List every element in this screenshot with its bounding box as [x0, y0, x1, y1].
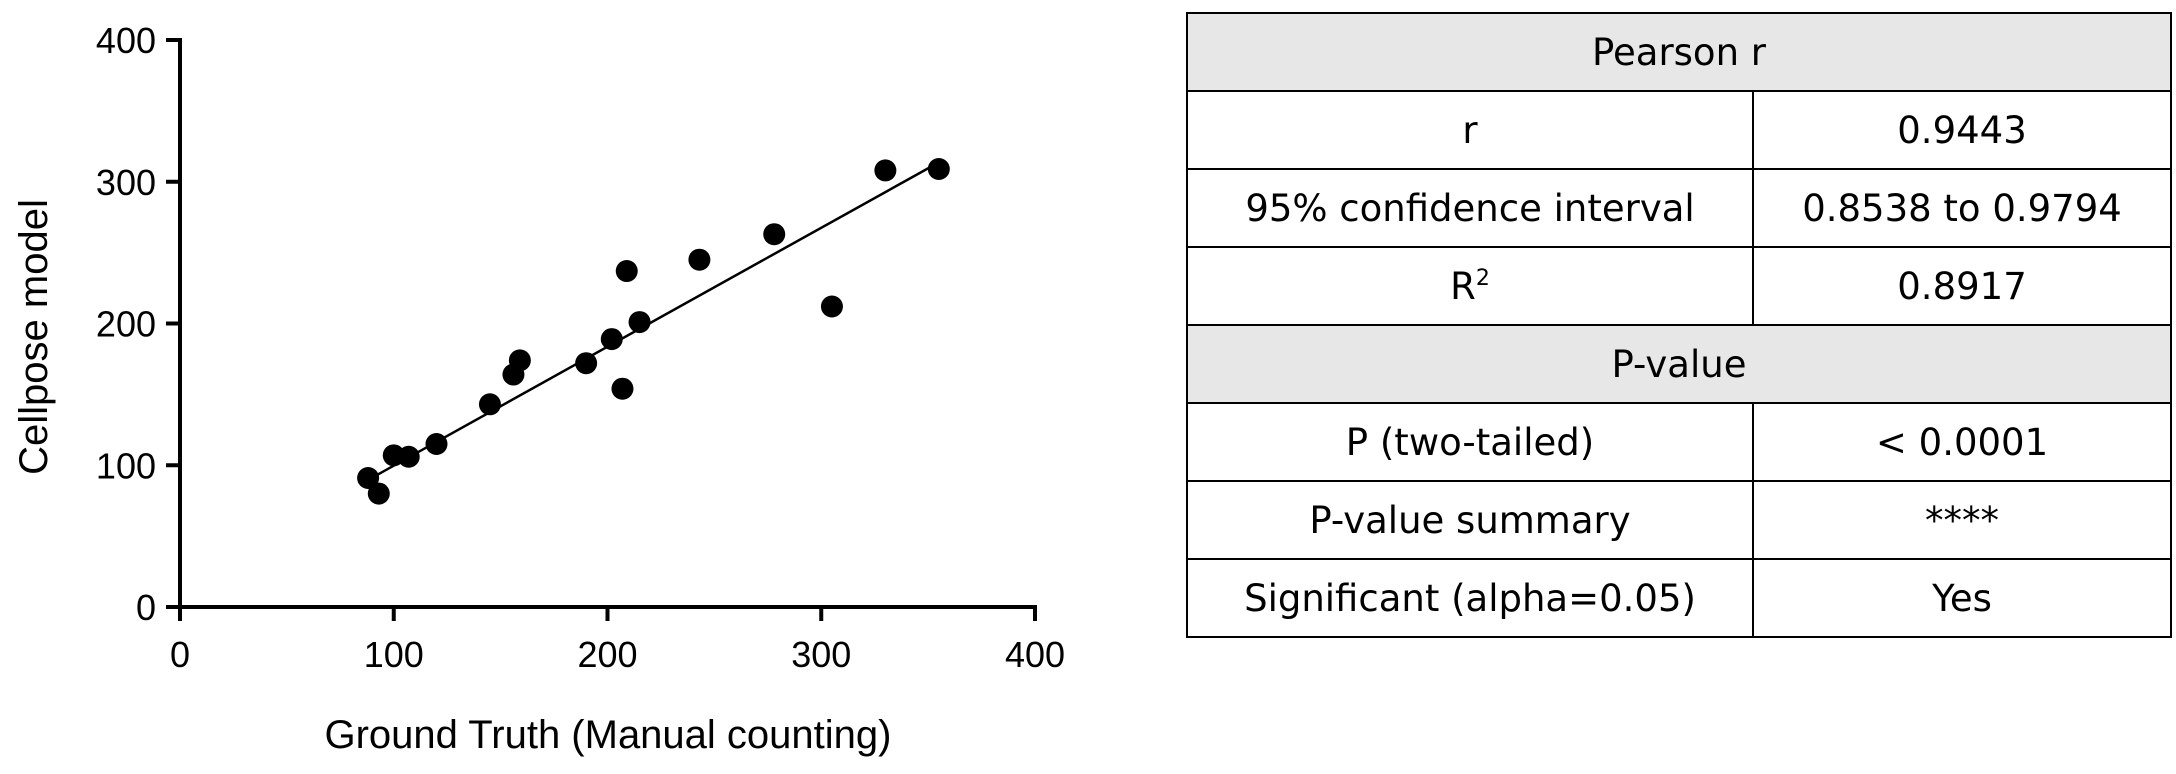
stat-label: 95% confidence interval: [1186, 168, 1754, 248]
scatter-point: [425, 432, 448, 455]
stat-value: 0.8538 to 0.9794: [1751, 168, 2173, 248]
y-axis-label: Cellpose model: [12, 199, 56, 475]
stat-label: P-value summary: [1186, 480, 1754, 560]
x-tick-label: 0: [170, 634, 190, 675]
pvalue-header: P-value: [1185, 324, 2173, 404]
scatter-point: [508, 349, 531, 372]
stat-value: 0.8917: [1751, 246, 2173, 326]
x-axis-label: Ground Truth (Manual counting): [325, 713, 892, 757]
table-row: 95% confidence interval 0.8538 to 0.9794: [1186, 168, 2173, 248]
x-tick-label: 300: [791, 634, 851, 675]
scatter-point: [763, 223, 786, 246]
scatter-point: [575, 352, 598, 375]
r-squared-label: R: [1450, 264, 1476, 308]
scatter-point: [357, 467, 380, 490]
scatter-point: [688, 248, 711, 271]
pearson-header-row: Pearson r: [1185, 12, 2173, 92]
stat-label: R2: [1186, 246, 1754, 326]
table-row: P-value summary ****: [1186, 480, 2173, 560]
pearson-statistics-table: Pearson r r 0.9443 95% confidence interv…: [1185, 12, 2173, 638]
y-tick-label: 0: [136, 587, 156, 628]
table-row: r 0.9443: [1186, 90, 2173, 170]
y-tick-label: 300: [96, 162, 156, 203]
pvalue-header-row: P-value: [1185, 324, 2173, 404]
scatter-point: [367, 482, 390, 505]
stat-value: ****: [1751, 480, 2173, 560]
y-tick-label: 200: [96, 304, 156, 345]
x-tick-label: 100: [364, 634, 424, 675]
y-tick-label: 100: [96, 445, 156, 486]
pearson-header: Pearson r: [1185, 12, 2173, 92]
scatter-point: [927, 157, 950, 180]
scatter-point: [600, 328, 623, 351]
stat-value: 0.9443: [1751, 90, 2173, 170]
scatter-point: [874, 159, 897, 182]
stat-label: P (two-tailed): [1186, 402, 1754, 482]
scatter-chart: 0 100 200 300 400 0 100 200 300 400 Cellpose mod…: [12, 20, 1065, 757]
scatter-point: [478, 393, 501, 416]
stat-value: Yes: [1751, 558, 2173, 638]
scatter-point: [615, 260, 638, 283]
table-row: P (two-tailed) < 0.0001: [1186, 402, 2173, 482]
stat-label: Significant (alpha=0.05): [1186, 558, 1754, 638]
table-row: R2 0.8917: [1186, 246, 2173, 326]
stat-value: < 0.0001: [1751, 402, 2173, 482]
scatter-point: [611, 377, 634, 400]
x-tick-label: 200: [577, 634, 637, 675]
scatter-point: [820, 295, 843, 318]
scatter-point: [397, 445, 420, 468]
stat-label: r: [1186, 90, 1754, 170]
scatter-point: [628, 311, 651, 334]
y-tick-label: 400: [96, 20, 156, 61]
x-tick-label: 400: [1005, 634, 1065, 675]
table-row: Significant (alpha=0.05) Yes: [1186, 558, 2173, 638]
r-squared-superscript: 2: [1475, 265, 1490, 291]
regression-line: [376, 163, 936, 477]
